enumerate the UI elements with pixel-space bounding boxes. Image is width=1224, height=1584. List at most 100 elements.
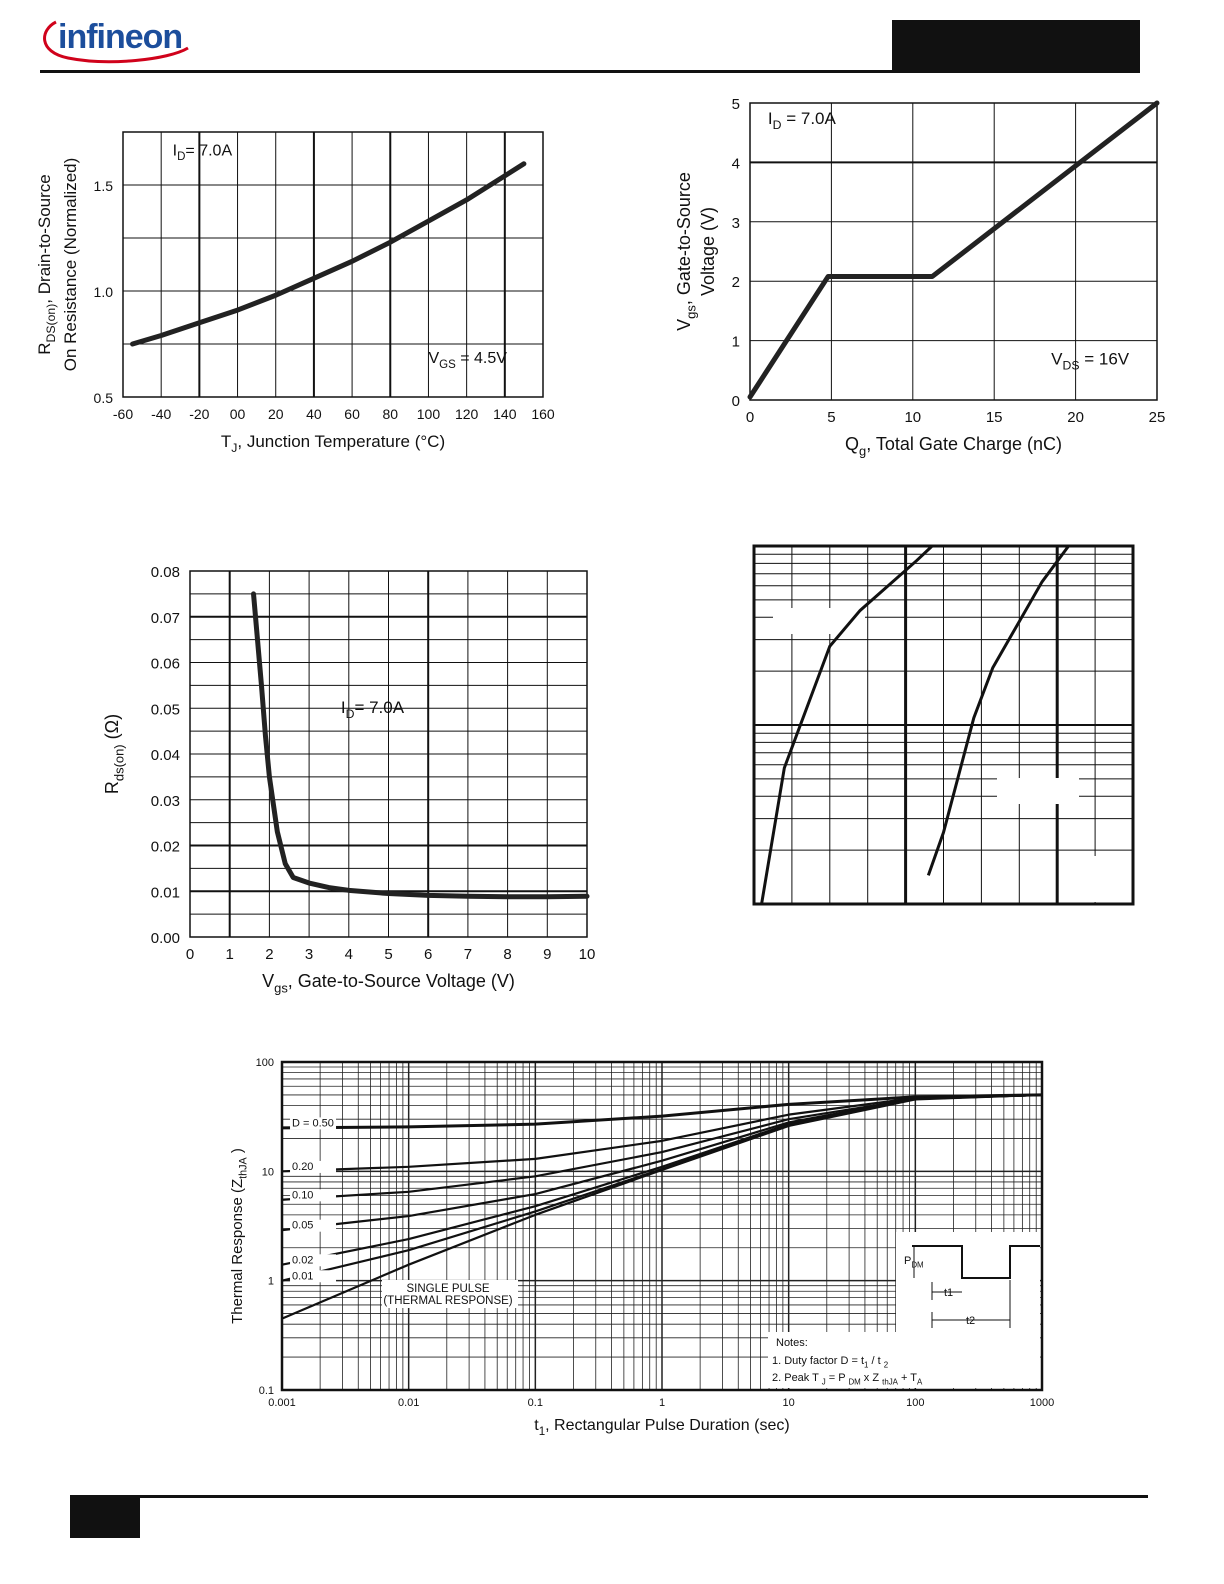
notes-line2: 2. Peak T J = P DM x Z thJA + TA [772,1372,923,1386]
chart-rds-vs-vgs: 0 1 2 3 4 5 6 7 8 9 10 0.00 0.01 0.02 0.03 0.04 0.05 0.06… [102,564,596,995]
x-tick-label: 20 [268,406,284,422]
x-tick-label: 100 [417,406,441,422]
x-tick-label: 10 [904,409,921,426]
t1-label: t1 [944,1287,953,1299]
series-label-bg [290,1117,337,1130]
chart-thermal-response: 0.001 0.01 0.1 1 10 100 1000 0.1 1 10 100 D = 0.50 0… [229,1057,1054,1438]
y-tick-label: 0.05 [151,701,180,718]
x-tick-label: 10 [579,946,596,963]
logo-swoosh-icon [43,20,189,64]
x-tick-label: 0 [746,409,754,426]
footer-rule [70,1495,1148,1498]
y-tick-label: 0.08 [151,564,180,581]
x-tick-label: -60 [113,406,133,422]
x-tick-label: 00 [230,406,246,422]
chart-rds-vs-temperature: -60 -40 -20 00 20 40 60 80 100 120 140 160 0.5 1.0 1.5… [35,131,555,455]
y-axis-label: Vgs, Gate-to-Source [674,172,698,331]
x-tick-label: 0 [186,946,194,963]
series-line [760,544,934,905]
single-pulse-label-bg [382,1280,518,1308]
y-tick-label: 1 [732,334,740,351]
x-tick-label: -20 [189,406,209,422]
x-tick-label: 100 [906,1397,924,1409]
y-tick-label: 1 [268,1276,274,1288]
series-label-bg [290,1160,337,1173]
chart-gate-charge: 0 5 10 15 20 25 0 1 2 3 4 5 ID = 7.0A VDS = 16V Qg, To… [674,96,1166,458]
x-tick-label: 10 [783,1397,795,1409]
x-tick-label: 5 [384,946,392,963]
series-line [281,1093,1043,1320]
y-tick-label: 3 [732,215,740,232]
y-tick-label: 1.5 [94,178,114,194]
y-tick-label: 1.0 [94,284,114,300]
x-tick-label: 1000 [1030,1397,1054,1409]
series-line [130,161,527,347]
x-axis-label: t1, Rectangular Pulse Duration (sec) [534,1417,789,1438]
x-tick-label: 6 [424,946,432,963]
y-axis-label: RDS(on), Drain-to-Source [35,174,58,354]
single-pulse-label: (THERMAL RESPONSE) [383,1295,512,1307]
blank-label-box [1063,856,1131,902]
y-tick-label: 0.00 [151,930,180,947]
x-tick-label: 15 [986,409,1003,426]
y-tick-label: 5 [732,96,740,113]
notes-line1: 1. Duty factor D = t1 / t 2 [772,1355,888,1369]
plot-frame [189,570,588,938]
y-tick-label: 0.1 [259,1385,274,1397]
x-tick-label: 5 [827,409,835,426]
plot-frame [752,544,1135,906]
y-tick-label: 10 [262,1166,274,1178]
series-label-bg [290,1189,337,1202]
x-tick-label: -40 [151,406,171,422]
x-tick-label: 0.1 [528,1397,543,1409]
x-tick-label: 80 [382,406,398,422]
pdm-label: PDM [904,1255,924,1269]
y-tick-label: 0.06 [151,656,180,673]
header-rule [40,70,1140,73]
annotation-label: ID= 7.0A [341,698,405,721]
y-tick-label: 0.04 [151,747,180,764]
plot-frame [749,102,1158,401]
t2-label: t2 [966,1315,975,1327]
x-tick-label: 1 [226,946,234,963]
x-tick-label: 2 [265,946,273,963]
header-part-number-box [892,20,1140,72]
x-tick-label: 20 [1067,409,1084,426]
y-axis-label: Rds(on) (Ω) [102,714,126,794]
y-tick-label: 0 [732,393,740,410]
series-line [926,545,1070,876]
series-label: 0.20 [292,1161,313,1173]
inset-background [896,1232,1040,1332]
pulse-waveform [912,1245,1040,1279]
notes-background [768,1332,1040,1388]
annotation-label: ID= 7.0A [173,142,233,163]
y-tick-label: 0.07 [151,610,180,627]
single-pulse-label: SINGLE PULSE [406,1283,489,1295]
y-tick-label: 100 [256,1057,274,1069]
y-tick-label: 0.01 [151,884,180,901]
series-line [251,591,590,900]
footer-page-box [70,1495,140,1538]
series-label: 0.01 [292,1270,313,1282]
series-label: 0.02 [292,1254,313,1266]
series-label-bg [290,1270,337,1283]
y-tick-label: 0.5 [94,390,114,406]
x-axis-label: Qg, Total Gate Charge (nC) [845,434,1062,458]
plot-frame [122,131,544,398]
x-tick-label: 8 [503,946,511,963]
infineon-logo: infineon [38,10,198,66]
x-tick-label: 4 [345,946,353,963]
annotation-label: VDS = 16V [1051,349,1130,372]
chart-unlabeled-log-plot [752,544,1135,906]
blank-label-box [997,778,1079,804]
x-tick-label: 25 [1149,409,1166,426]
y-axis-label-line2: Voltage (V) [698,207,718,296]
logo-text: infineon [58,18,183,56]
x-tick-label: 9 [543,946,551,963]
x-tick-label: 0.01 [398,1397,419,1409]
annotation-label: ID = 7.0A [768,109,837,132]
annotation-label: VGS = 4.5V [428,350,507,371]
y-tick-label: 4 [732,155,740,172]
series-label-bg [290,1219,337,1232]
y-tick-label: 2 [732,274,740,291]
